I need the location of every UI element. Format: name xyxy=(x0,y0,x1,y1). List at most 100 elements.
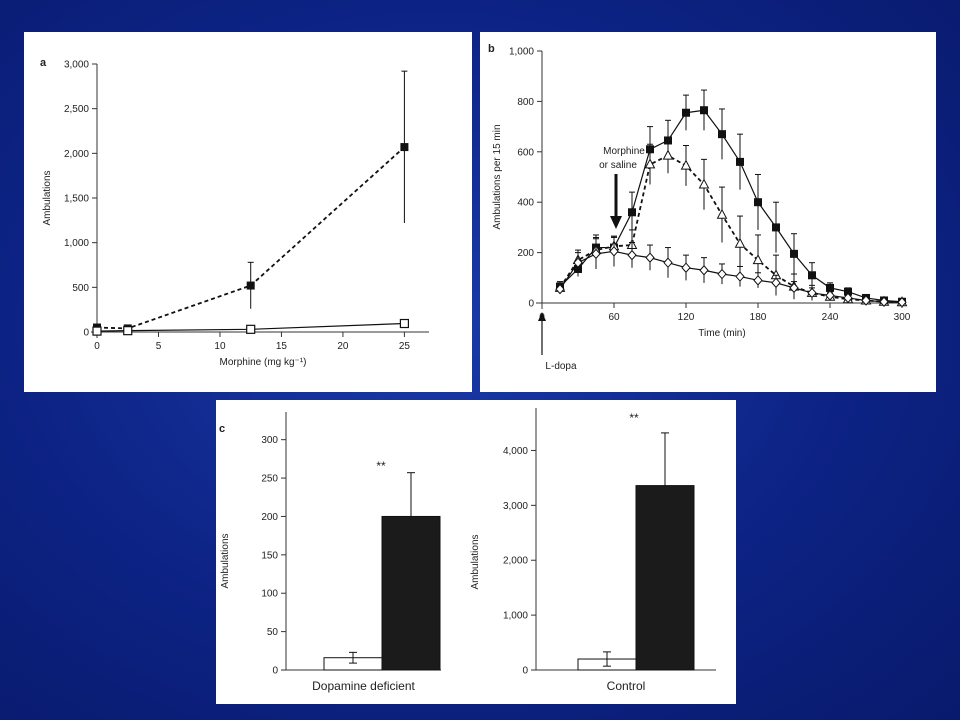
data-point xyxy=(897,296,907,308)
y-axis-label: Ambulations xyxy=(470,534,481,589)
y-tick-label: 0 xyxy=(83,328,89,339)
data-point xyxy=(682,108,690,117)
data-point xyxy=(698,178,710,189)
x-tick-label: 25 xyxy=(399,341,411,352)
panel-c: 0 50 100 150 200 250 300 c Ambulations ** Dopamine… xyxy=(216,400,736,704)
x-axis-label: Time (min) xyxy=(698,328,745,339)
data-point xyxy=(663,257,673,268)
data-point xyxy=(735,271,745,282)
y-tick-label: 500 xyxy=(72,283,89,294)
x-tick-label: 60 xyxy=(608,312,620,323)
data-point xyxy=(790,249,798,258)
data-point xyxy=(789,282,799,294)
series-1 xyxy=(93,70,409,333)
data-point xyxy=(123,326,133,336)
annotation-start-arrowhead xyxy=(538,312,546,321)
significance-marker: ** xyxy=(376,459,386,473)
x-tick-label: 120 xyxy=(678,312,695,323)
bar-filled xyxy=(381,515,441,671)
y-tick-label: 0 xyxy=(272,666,278,677)
data-point xyxy=(400,143,409,152)
y-tick-label: 3,000 xyxy=(64,60,89,71)
x-tick-label: 5 xyxy=(156,341,162,352)
y-tick-label: 2,500 xyxy=(64,104,89,115)
data-point xyxy=(879,296,889,307)
chart-a: 0 500 1,000 1,500 2,000 2,500 3,000 0 5 10 15 20 25 a… xyxy=(40,57,429,368)
group-label: Dopamine deficient xyxy=(312,679,415,693)
data-point xyxy=(399,318,410,329)
data-point xyxy=(843,292,853,304)
data-point xyxy=(699,264,709,276)
data-point xyxy=(662,149,674,160)
data-point xyxy=(591,248,601,260)
data-point xyxy=(736,157,744,166)
series-3 xyxy=(555,235,907,308)
data-point xyxy=(861,295,871,306)
y-tick-label: 0 xyxy=(522,666,528,677)
y-tick-label: 2,000 xyxy=(64,149,89,160)
data-point xyxy=(718,130,726,139)
x-tick-label: 20 xyxy=(337,341,349,352)
series-line xyxy=(96,322,405,332)
x-tick-label: 180 xyxy=(750,312,767,323)
y-tick-label: 0 xyxy=(528,299,534,310)
data-point xyxy=(627,249,637,261)
x-axis-label: Morphine (mg kg⁻¹) xyxy=(220,357,307,368)
data-point xyxy=(645,252,655,263)
y-tick-label: 600 xyxy=(517,147,534,158)
annotation-drug-line2: or saline xyxy=(599,160,637,171)
y-tick-label: 3,000 xyxy=(503,501,528,512)
data-point xyxy=(609,246,619,257)
group-label: Control xyxy=(607,679,646,693)
y-tick-label: 50 xyxy=(267,627,279,638)
x-tick-label: 0 xyxy=(94,341,100,352)
significance-marker: ** xyxy=(629,411,639,425)
data-point xyxy=(844,287,852,296)
y-axis-label: Ambulations per 15 min xyxy=(492,124,503,229)
y-tick-label: 1,500 xyxy=(64,194,89,205)
y-tick-label: 100 xyxy=(261,589,278,600)
series-line xyxy=(559,109,903,303)
data-point xyxy=(826,283,834,292)
data-point xyxy=(680,159,692,170)
data-point xyxy=(717,268,727,280)
x-tick-label: 15 xyxy=(276,341,288,352)
annotation-drug-line1: Morphine xyxy=(603,146,645,157)
data-point xyxy=(754,198,762,207)
x-tick-label: 300 xyxy=(894,312,911,323)
y-tick-label: 2,000 xyxy=(503,556,528,567)
data-point xyxy=(807,287,817,299)
panel-label: c xyxy=(219,423,225,435)
y-tick-label: 1,000 xyxy=(509,47,534,58)
data-point xyxy=(772,223,780,232)
data-point xyxy=(734,237,746,248)
y-tick-label: 1,000 xyxy=(64,238,89,249)
y-axis-label: Ambulations xyxy=(42,170,53,225)
y-axis-label: Ambulations xyxy=(220,533,231,588)
y-tick-label: 400 xyxy=(517,198,534,209)
y-tick-label: 300 xyxy=(261,435,278,446)
series-line xyxy=(96,146,406,330)
data-point xyxy=(92,326,102,336)
annotation-drug-arrowhead xyxy=(610,216,622,229)
chart-c: 0 50 100 150 200 250 300 c Ambulations ** Dopamine… xyxy=(219,408,716,693)
panel-a: 0 500 1,000 1,500 2,000 2,500 3,000 0 5 10 15 20 25 a… xyxy=(24,32,472,392)
data-point xyxy=(555,283,565,295)
data-point xyxy=(753,275,763,286)
panel-label: a xyxy=(40,57,47,69)
data-point xyxy=(628,208,636,217)
y-tick-label: 4,000 xyxy=(503,446,528,457)
data-point xyxy=(681,262,691,273)
x-tick-label: 10 xyxy=(214,341,226,352)
y-tick-label: 800 xyxy=(517,97,534,108)
data-point xyxy=(573,257,583,268)
annotation-start-label: L-dopa xyxy=(545,361,577,372)
series-1 xyxy=(556,89,906,306)
y-tick-label: 200 xyxy=(261,512,278,523)
bar-filled xyxy=(635,485,695,671)
series-2 xyxy=(92,318,410,336)
y-tick-label: 250 xyxy=(261,474,278,485)
y-tick-label: 200 xyxy=(517,248,534,259)
